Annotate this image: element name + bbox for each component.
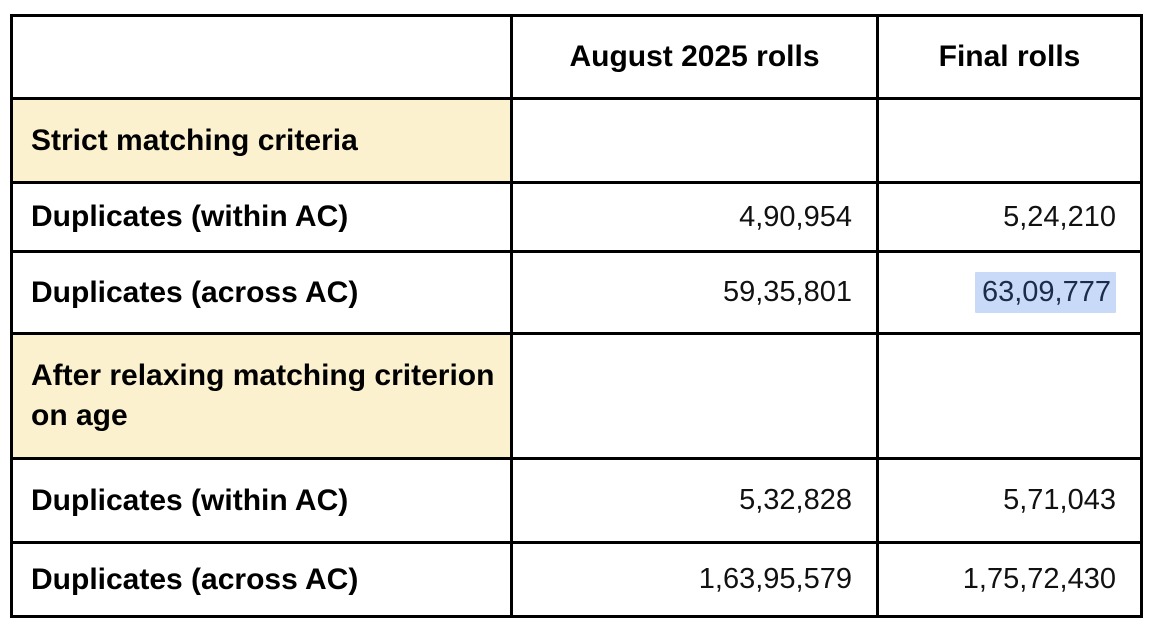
value-final-rolls: 1,75,72,430 [876, 541, 1143, 618]
header-final-rolls: Final rolls [876, 14, 1143, 100]
table-row-duplicates-across-ac-strict: Duplicates (across AC) 59,35,801 63,09,7… [10, 250, 1143, 335]
highlighted-value: 63,09,777 [974, 272, 1116, 313]
empty-cell [876, 97, 1143, 184]
value-august-rolls: 1,63,95,579 [510, 541, 879, 618]
value-august-rolls: 59,35,801 [510, 250, 879, 335]
empty-cell [510, 97, 879, 184]
row-label-duplicates-across-ac: Duplicates (across AC) [10, 250, 513, 335]
header-row: August 2025 rolls Final rolls [10, 14, 1143, 100]
table-row-duplicates-within-ac-strict: Duplicates (within AC) 4,90,954 5,24,210 [10, 181, 1143, 253]
section-row-after-relaxing: After relaxing matching criterion on age [10, 332, 1143, 460]
table-row-duplicates-within-ac-relaxed: Duplicates (within AC) 5,32,828 5,71,043 [10, 457, 1143, 544]
value-final-rolls: 5,24,210 [876, 181, 1143, 253]
section-label-strict-matching: Strict matching criteria [10, 97, 513, 184]
value-final-rolls-cell: 63,09,777 [876, 250, 1143, 335]
empty-cell [510, 332, 879, 460]
header-empty-cell [10, 14, 513, 100]
value-final-rolls: 5,71,043 [876, 457, 1143, 544]
section-label-after-relaxing: After relaxing matching criterion on age [10, 332, 513, 460]
empty-cell [876, 332, 1143, 460]
row-label-duplicates-across-ac: Duplicates (across AC) [10, 541, 513, 618]
duplicates-comparison-table: August 2025 rolls Final rolls Strict mat… [10, 14, 1143, 618]
section-row-strict-matching: Strict matching criteria [10, 97, 1143, 184]
value-august-rolls: 5,32,828 [510, 457, 879, 544]
row-label-duplicates-within-ac: Duplicates (within AC) [10, 457, 513, 544]
table-row-duplicates-across-ac-relaxed: Duplicates (across AC) 1,63,95,579 1,75,… [10, 541, 1143, 618]
header-august-2025-rolls: August 2025 rolls [510, 14, 879, 100]
value-august-rolls: 4,90,954 [510, 181, 879, 253]
row-label-duplicates-within-ac: Duplicates (within AC) [10, 181, 513, 253]
